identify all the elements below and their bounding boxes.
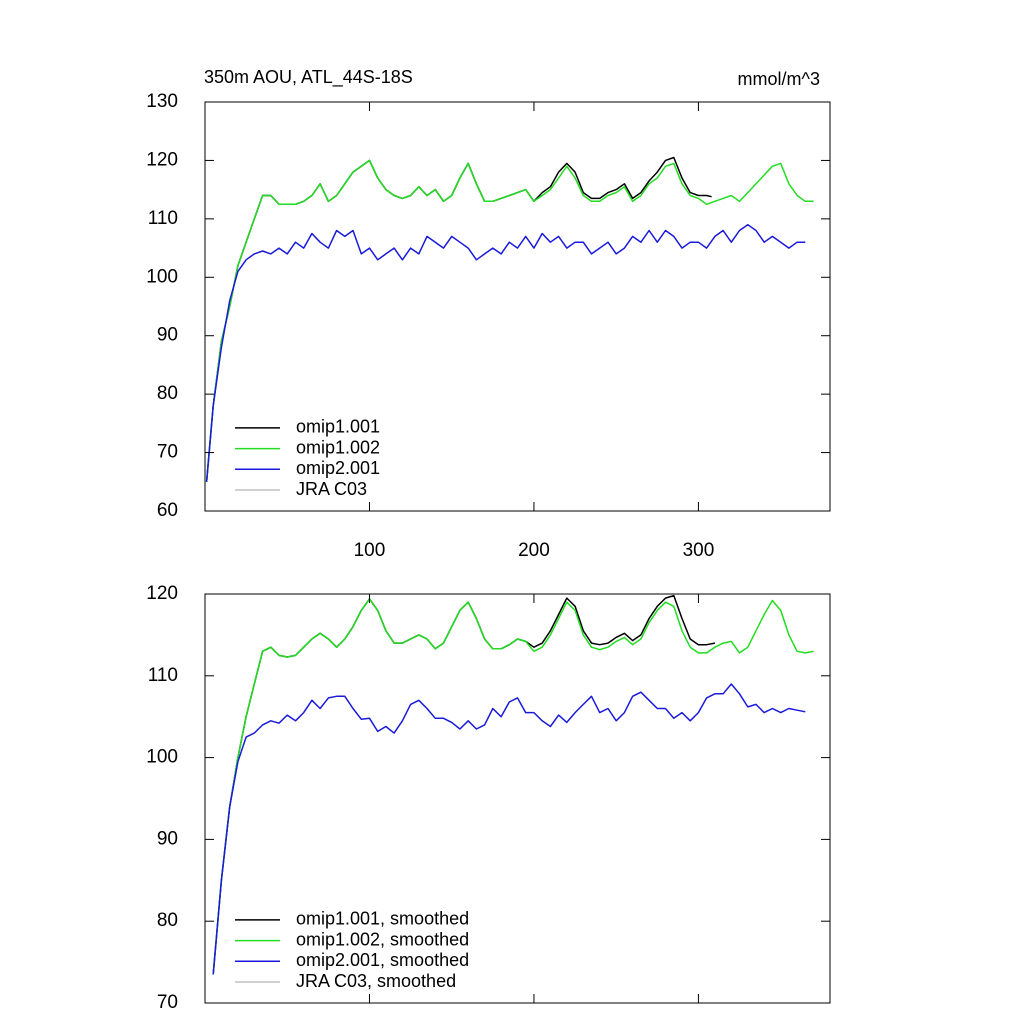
legend-label: omip2.001, smoothed [296,950,469,970]
legend-label: JRA C03 [296,479,367,499]
y-tick-label: 80 [157,383,178,404]
x-tick-label: 200 [518,540,550,561]
y-tick-label: 130 [146,91,178,112]
data-line [212,598,814,975]
data-line [205,223,806,482]
legend-label: omip1.002, smoothed [296,929,469,949]
y-tick-label: 70 [157,442,178,463]
data-line [212,683,806,975]
y-tick-label: 100 [146,747,178,768]
plot-frame [204,593,831,1004]
x-tick-label: 300 [683,540,715,561]
y-tick-label: 120 [146,583,178,604]
y-tick-label: 80 [157,910,178,931]
data-line [205,159,814,482]
x-tick-label: 100 [354,540,386,561]
y-tick-label: 90 [157,325,178,346]
legend-label: omip2.001 [296,458,380,478]
legend-label: omip1.001, smoothed [296,909,469,929]
legend-label: omip1.002 [296,437,380,457]
y-tick-label: 120 [146,149,178,170]
legend-label: JRA C03, smoothed [296,971,456,991]
y-tick-label: 70 [157,992,178,1013]
y-tick-label: 60 [157,500,178,521]
units-label: mmol/m^3 [738,69,820,89]
y-tick-label: 110 [148,665,178,686]
y-tick-label: 100 [146,266,178,287]
plot-frame [204,101,831,512]
y-tick-label: 90 [157,828,178,849]
data-line [205,156,712,482]
legend-label: omip1.001 [296,417,380,437]
y-tick-label: 110 [148,208,178,229]
chart-title: 350m AOU, ATL_44S-18S [204,67,413,88]
